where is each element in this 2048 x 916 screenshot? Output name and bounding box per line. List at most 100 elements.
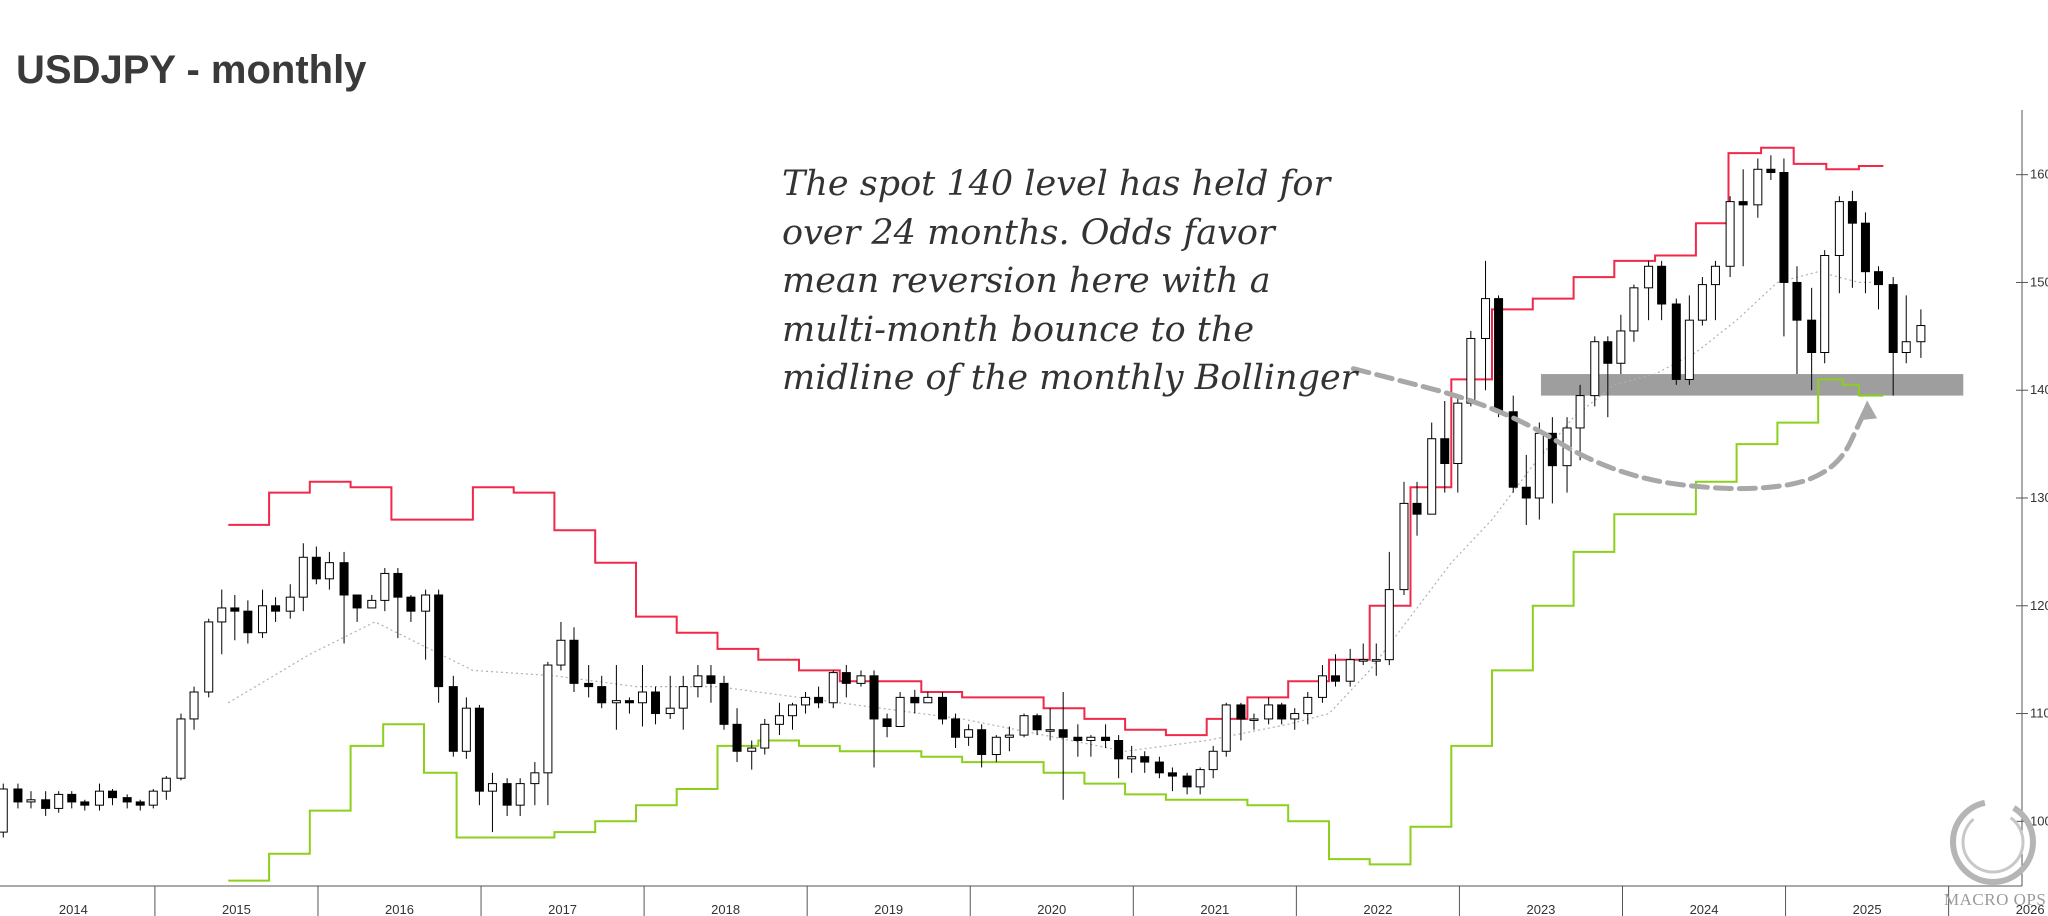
candle xyxy=(1167,767,1177,792)
candle-body xyxy=(774,715,784,725)
candle xyxy=(814,686,824,709)
candle-body xyxy=(732,723,742,752)
candle-body xyxy=(324,562,334,580)
candle-body xyxy=(1290,713,1300,720)
candle xyxy=(1807,287,1817,391)
candle-body xyxy=(760,723,770,749)
candle xyxy=(1575,384,1585,461)
candle xyxy=(1453,395,1463,493)
candle xyxy=(1303,692,1313,725)
candle xyxy=(1195,767,1205,795)
candle-body xyxy=(1684,319,1694,380)
candle-body xyxy=(569,639,579,684)
candle xyxy=(94,783,104,811)
candle-body xyxy=(1629,287,1639,332)
candle-body xyxy=(1303,696,1313,715)
candle-body xyxy=(1725,201,1735,267)
candle-body xyxy=(1860,222,1870,273)
candle xyxy=(1916,309,1926,358)
x-tick-label: 2014 xyxy=(59,902,88,916)
candle xyxy=(421,589,431,660)
candle xyxy=(1901,295,1911,364)
candle xyxy=(801,692,811,714)
candle-body xyxy=(339,562,349,596)
candle xyxy=(108,789,118,806)
candle xyxy=(1045,708,1055,741)
candle xyxy=(339,551,349,644)
watermark: MACRO OPS xyxy=(1938,790,2048,916)
candle xyxy=(1753,158,1763,218)
candle xyxy=(719,675,729,730)
candle xyxy=(1058,692,1068,800)
candle xyxy=(1888,277,1898,396)
candle-body xyxy=(665,707,675,715)
candle-body xyxy=(991,736,1001,756)
candle xyxy=(1427,422,1437,515)
x-tick-label: 2025 xyxy=(1853,902,1882,916)
candle xyxy=(271,597,281,622)
candle xyxy=(1004,726,1014,752)
candle-body xyxy=(706,675,716,684)
candle xyxy=(502,778,512,816)
candle-body xyxy=(1616,330,1626,364)
candle-body xyxy=(80,801,90,806)
candle-body xyxy=(801,696,811,706)
annotation-line: over 24 months. Odds favor xyxy=(782,212,1275,253)
candle xyxy=(977,724,987,768)
candle-body xyxy=(148,790,158,806)
candle-body xyxy=(1603,341,1613,364)
candle xyxy=(624,697,634,714)
candle-body xyxy=(94,790,104,806)
candle-body xyxy=(637,691,647,704)
candle-body xyxy=(964,729,974,738)
candle xyxy=(1792,266,1802,375)
candle-body xyxy=(693,675,703,688)
candle-body xyxy=(1657,265,1667,305)
lower-bollinger-band xyxy=(228,378,1884,882)
candle-body xyxy=(393,572,403,598)
candle-body xyxy=(1481,298,1491,339)
candle xyxy=(1208,745,1218,779)
candle-body xyxy=(856,675,866,684)
candle xyxy=(706,665,716,703)
upper-bollinger-band xyxy=(228,146,1884,737)
candle-body xyxy=(651,691,661,715)
candle xyxy=(1466,330,1476,407)
candle xyxy=(298,543,308,612)
candle-body xyxy=(1590,341,1600,397)
candle-body xyxy=(1807,319,1817,353)
candle xyxy=(1330,654,1340,687)
candle xyxy=(1534,422,1544,520)
candle-body xyxy=(1508,411,1518,488)
candle-body xyxy=(1575,395,1585,429)
candle xyxy=(584,665,594,698)
candle xyxy=(747,740,757,770)
candle-body xyxy=(1494,298,1504,413)
candle xyxy=(1820,250,1830,364)
candle xyxy=(1371,643,1381,676)
candle-body xyxy=(814,696,824,704)
candle xyxy=(258,589,268,639)
candle xyxy=(1874,266,1884,310)
candle-body xyxy=(1208,750,1218,771)
candle-body xyxy=(1834,201,1844,257)
candle-body xyxy=(448,686,458,752)
candle-body xyxy=(217,607,227,623)
candle-body xyxy=(556,639,566,666)
candle xyxy=(1277,702,1287,725)
candle-body xyxy=(1399,502,1409,591)
annotation-line: The spot 140 level has held for xyxy=(782,164,1331,204)
candle xyxy=(964,724,974,746)
x-tick-label: 2022 xyxy=(1363,902,1392,916)
candle xyxy=(651,686,661,725)
candle-body xyxy=(421,594,431,612)
candle-body xyxy=(1114,740,1124,760)
candle-body xyxy=(1182,775,1192,788)
candle-body xyxy=(1019,715,1029,736)
candle xyxy=(1221,702,1231,757)
candle-body xyxy=(1249,718,1259,721)
candle-body xyxy=(841,672,851,684)
candle-body xyxy=(895,696,905,727)
candle xyxy=(856,670,866,687)
